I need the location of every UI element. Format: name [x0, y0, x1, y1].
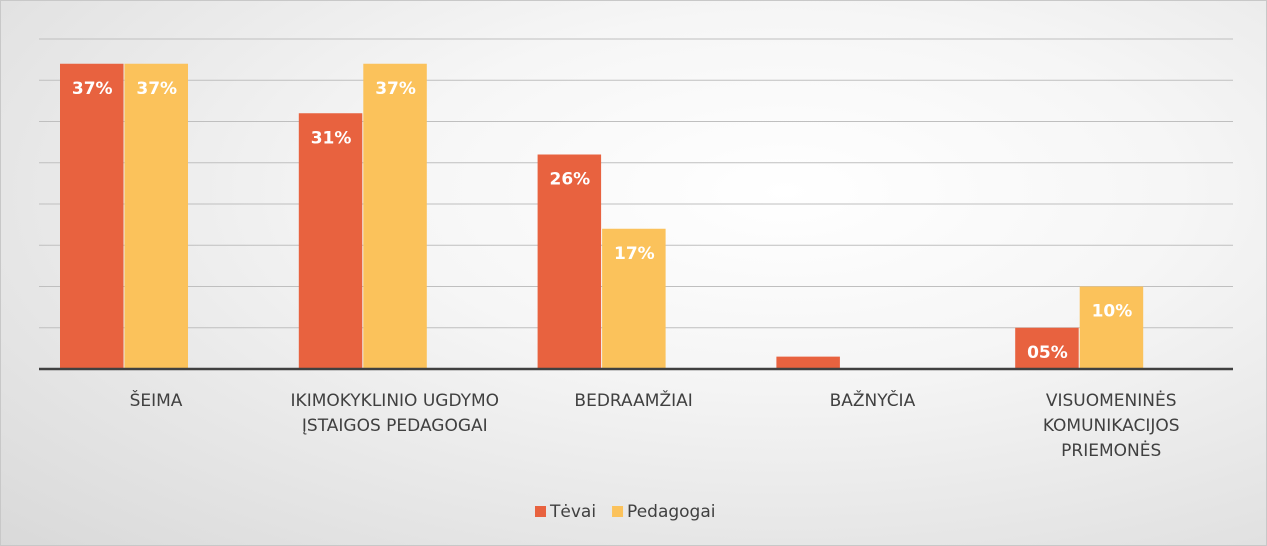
value-label: 31% — [311, 128, 352, 148]
bar — [602, 228, 666, 369]
x-tick-label: BAŽNYČIA — [829, 391, 916, 411]
bar — [1079, 286, 1144, 369]
legend-swatch — [535, 506, 546, 517]
bar — [537, 154, 602, 369]
value-label: 17% — [614, 244, 655, 264]
value-label: 37% — [72, 79, 113, 99]
legend-label: Pedagogai — [627, 502, 715, 522]
bar — [298, 113, 363, 369]
value-label: 37% — [136, 79, 177, 99]
bar — [124, 63, 188, 369]
bar — [363, 63, 427, 369]
bar — [776, 356, 840, 369]
legend-swatch — [612, 506, 624, 517]
x-tick-label: BEDRAAMŽIAI — [574, 391, 693, 411]
x-tick-label: ŠEIMA — [129, 391, 183, 411]
bar — [60, 63, 124, 369]
x-tick-label: VISUOMENINĖS KOMUNIKACIJOS PRIEMONĖS — [1042, 391, 1180, 461]
value-label: 37% — [375, 79, 416, 99]
x-tick-label: IKIMOKYKLINIO UGDYMO ĮSTAIGOS PEDAGOGAI — [290, 391, 500, 436]
value-label: 26% — [549, 170, 590, 190]
value-label: 10% — [1092, 302, 1133, 322]
legend-label: Tėvai — [549, 502, 596, 522]
value-label: 05% — [1027, 343, 1068, 363]
bar — [1015, 327, 1079, 369]
